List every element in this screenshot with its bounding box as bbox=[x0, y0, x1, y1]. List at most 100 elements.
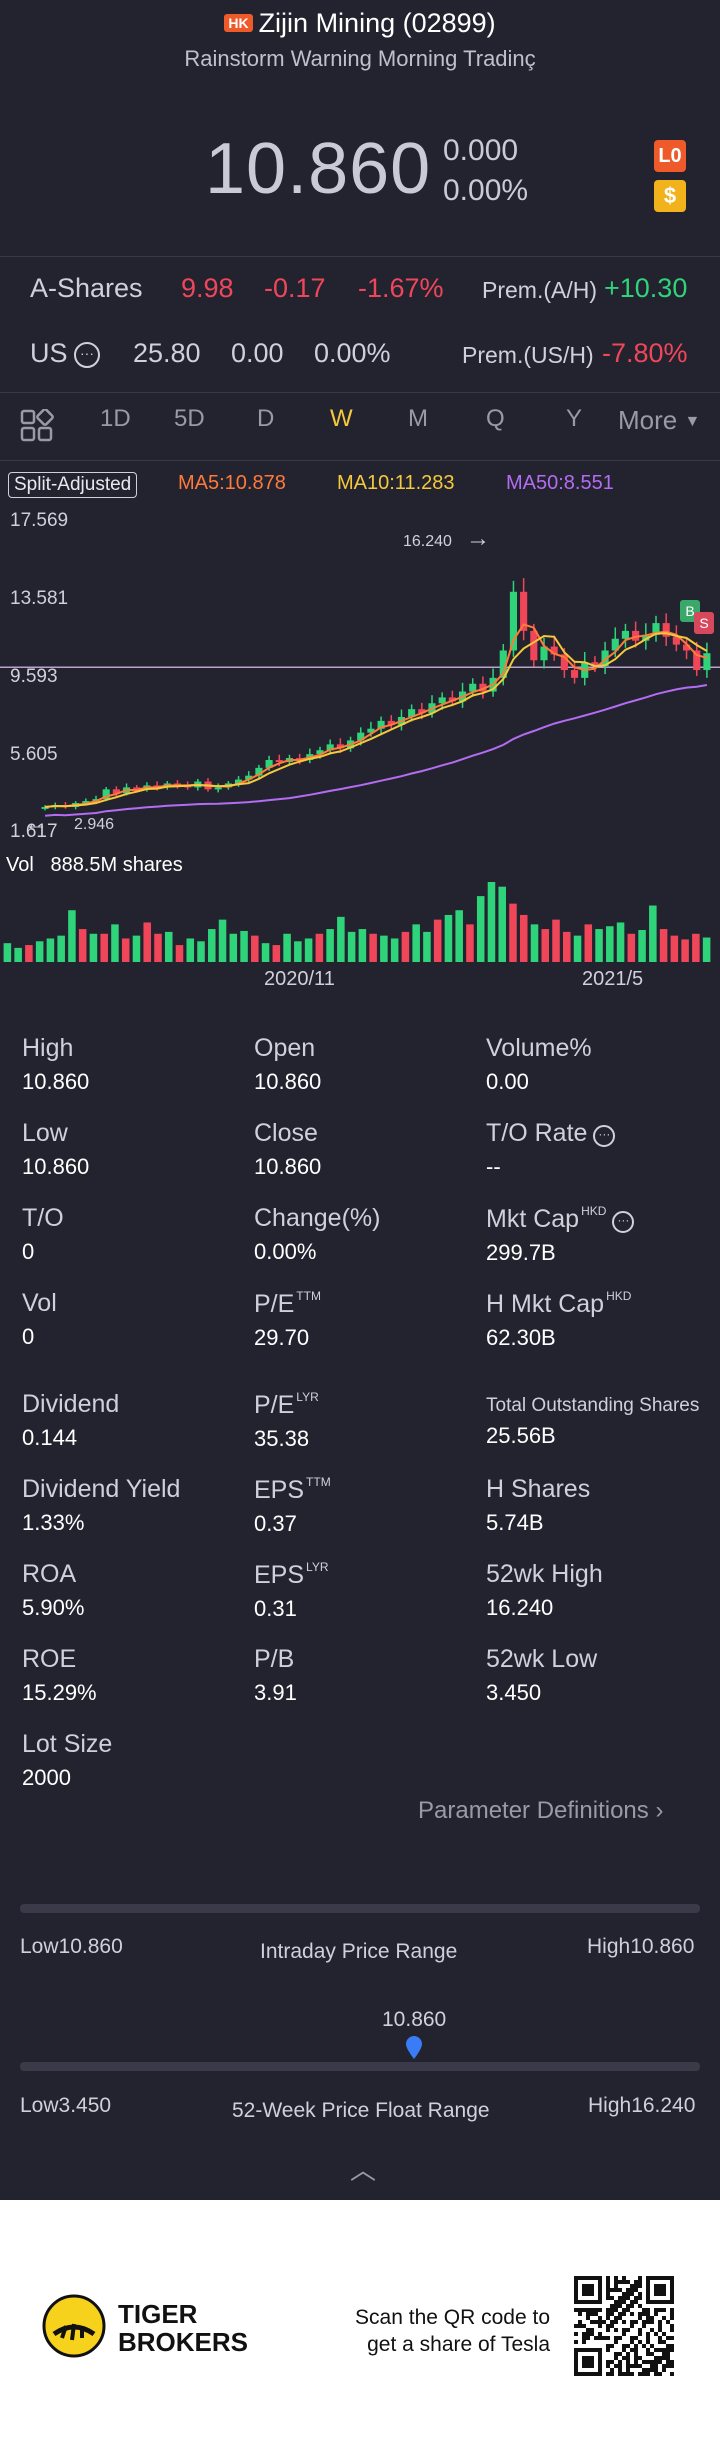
candle-body bbox=[438, 697, 446, 704]
stat-cell: Lot Size 2000 bbox=[22, 1730, 112, 1791]
tab-more-label: More bbox=[618, 405, 678, 435]
prem-ush-value: -7.80% bbox=[602, 338, 688, 368]
stat-label: Low bbox=[22, 1119, 89, 1148]
candle-body bbox=[82, 801, 90, 804]
parameter-definitions-link[interactable]: Parameter Definitions › bbox=[418, 1797, 663, 1825]
candle-body bbox=[601, 650, 609, 667]
volume-bar bbox=[563, 931, 571, 962]
tab-w[interactable]: W bbox=[330, 405, 353, 432]
arrow-right-icon: → bbox=[466, 525, 490, 552]
volume-bar bbox=[35, 941, 44, 962]
stat-cell: Dividend Yield 1.33% bbox=[22, 1475, 180, 1536]
us-label[interactable]: US bbox=[30, 338, 68, 368]
x-tick-label: 2021/5 bbox=[582, 968, 644, 990]
stat-value: 0.144 bbox=[22, 1425, 78, 1450]
candle-body bbox=[357, 732, 365, 741]
volume-bar bbox=[3, 943, 12, 962]
stat-label: P/B bbox=[254, 1645, 297, 1674]
stat-label-text: P/E bbox=[254, 1391, 295, 1419]
grid-layout-icon[interactable] bbox=[20, 408, 54, 450]
divider bbox=[0, 392, 720, 393]
tab-1d[interactable]: 1D bbox=[100, 405, 131, 432]
split-adjusted-toggle[interactable]: Split-Adjusted bbox=[8, 472, 138, 498]
volume-bar bbox=[530, 924, 539, 962]
volume-chart[interactable] bbox=[0, 880, 720, 965]
tab-m[interactable]: M bbox=[408, 405, 428, 432]
tab-more[interactable]: More ▼ bbox=[618, 405, 700, 436]
volume-bar bbox=[509, 903, 517, 962]
volume-bar bbox=[272, 945, 281, 962]
volume-bar bbox=[369, 933, 377, 962]
stat-value: 0.00% bbox=[254, 1239, 317, 1264]
candle-body bbox=[611, 638, 619, 651]
stat-label-text: ROE bbox=[22, 1645, 77, 1673]
level-zero-badge[interactable]: L0 bbox=[654, 140, 686, 172]
stat-value: 62.30B bbox=[486, 1325, 556, 1350]
tab-5d[interactable]: 5D bbox=[174, 405, 205, 432]
collapse-chevron-icon[interactable]: ︿ bbox=[350, 2155, 377, 2185]
candle-body bbox=[387, 720, 395, 725]
stat-label-text: T/O Rate bbox=[486, 1119, 588, 1147]
candle-body bbox=[642, 634, 650, 641]
volume-bar bbox=[294, 941, 302, 962]
stat-label: Total Outstanding Shares bbox=[486, 1390, 699, 1417]
candle-body bbox=[530, 630, 538, 661]
stat-label-text: Dividend Yield bbox=[22, 1475, 181, 1503]
volume-bar bbox=[444, 914, 453, 962]
stat-label-text: H Mkt Cap bbox=[486, 1290, 605, 1318]
stat-cell: P/E TTM 29.70 bbox=[254, 1289, 321, 1351]
stat-label: Dividend Yield bbox=[22, 1475, 180, 1504]
a-shares-label[interactable]: A-Shares bbox=[30, 273, 143, 303]
candle-body bbox=[41, 806, 49, 809]
stat-superscript: LYR bbox=[296, 1390, 319, 1404]
volume-bar bbox=[476, 896, 485, 962]
tab-y[interactable]: Y bbox=[566, 405, 583, 432]
volume-bar bbox=[380, 935, 388, 962]
tab-d[interactable]: D bbox=[257, 405, 275, 432]
volume-bar bbox=[154, 933, 162, 962]
stat-value: 0.31 bbox=[254, 1596, 297, 1621]
volume-bar bbox=[229, 933, 238, 962]
candle-body bbox=[112, 789, 120, 794]
ma5-line bbox=[45, 623, 708, 808]
y-tick-label: 13.581 bbox=[10, 588, 69, 609]
stat-label-text: Mkt Cap bbox=[486, 1205, 580, 1233]
candle-body bbox=[591, 662, 599, 667]
volume-bar bbox=[57, 935, 65, 962]
volume-bar bbox=[121, 938, 130, 962]
stat-value: 2000 bbox=[22, 1765, 71, 1790]
candle-body bbox=[316, 750, 324, 755]
intraday-title: Intraday Price Range bbox=[260, 1940, 458, 1963]
promo-line1: Scan the QR code to bbox=[355, 2306, 550, 2329]
volume-bar bbox=[78, 929, 87, 962]
promo-footer: TIGER BROKERS Scan the QR code to get a … bbox=[0, 2200, 720, 2455]
stat-label: T/O bbox=[22, 1204, 64, 1233]
sell-marker-icon[interactable]: S bbox=[694, 612, 714, 634]
stat-label: 52wk High bbox=[486, 1560, 603, 1589]
volume-bar bbox=[606, 926, 614, 962]
info-dots-icon[interactable]: ··· bbox=[593, 1125, 616, 1147]
candle-body bbox=[570, 670, 579, 678]
stat-cell: 52wk Low 3.450 bbox=[486, 1645, 597, 1706]
info-dots-icon[interactable]: ··· bbox=[612, 1211, 635, 1233]
prem-ush-label: Prem.(US/H) bbox=[462, 342, 594, 368]
qr-code-icon[interactable] bbox=[574, 2276, 674, 2381]
stat-cell: Mkt Cap HKD ··· 299.7B bbox=[486, 1204, 635, 1266]
dollar-badge[interactable]: $ bbox=[654, 180, 686, 212]
stat-label-text: High bbox=[22, 1034, 74, 1062]
more-dots-icon[interactable]: ··· bbox=[74, 342, 100, 368]
volume-bar bbox=[315, 933, 324, 962]
tab-q[interactable]: Q bbox=[486, 405, 505, 432]
volume-bar bbox=[164, 931, 173, 962]
tiger-logo-icon bbox=[42, 2294, 106, 2363]
candle-body bbox=[234, 779, 243, 784]
intraday-high: High10.860 bbox=[587, 1935, 695, 1958]
volume-bar bbox=[541, 929, 550, 962]
candle-body bbox=[418, 709, 426, 714]
stat-label-text: EPS bbox=[254, 1476, 305, 1504]
volume-bar bbox=[218, 919, 227, 962]
candlestick-chart[interactable] bbox=[0, 500, 720, 850]
volume-bar bbox=[175, 945, 184, 962]
stat-cell: Vol 0 bbox=[22, 1289, 57, 1350]
promo-text: Scan the QR code to get a share of Tesla bbox=[330, 2304, 550, 2358]
